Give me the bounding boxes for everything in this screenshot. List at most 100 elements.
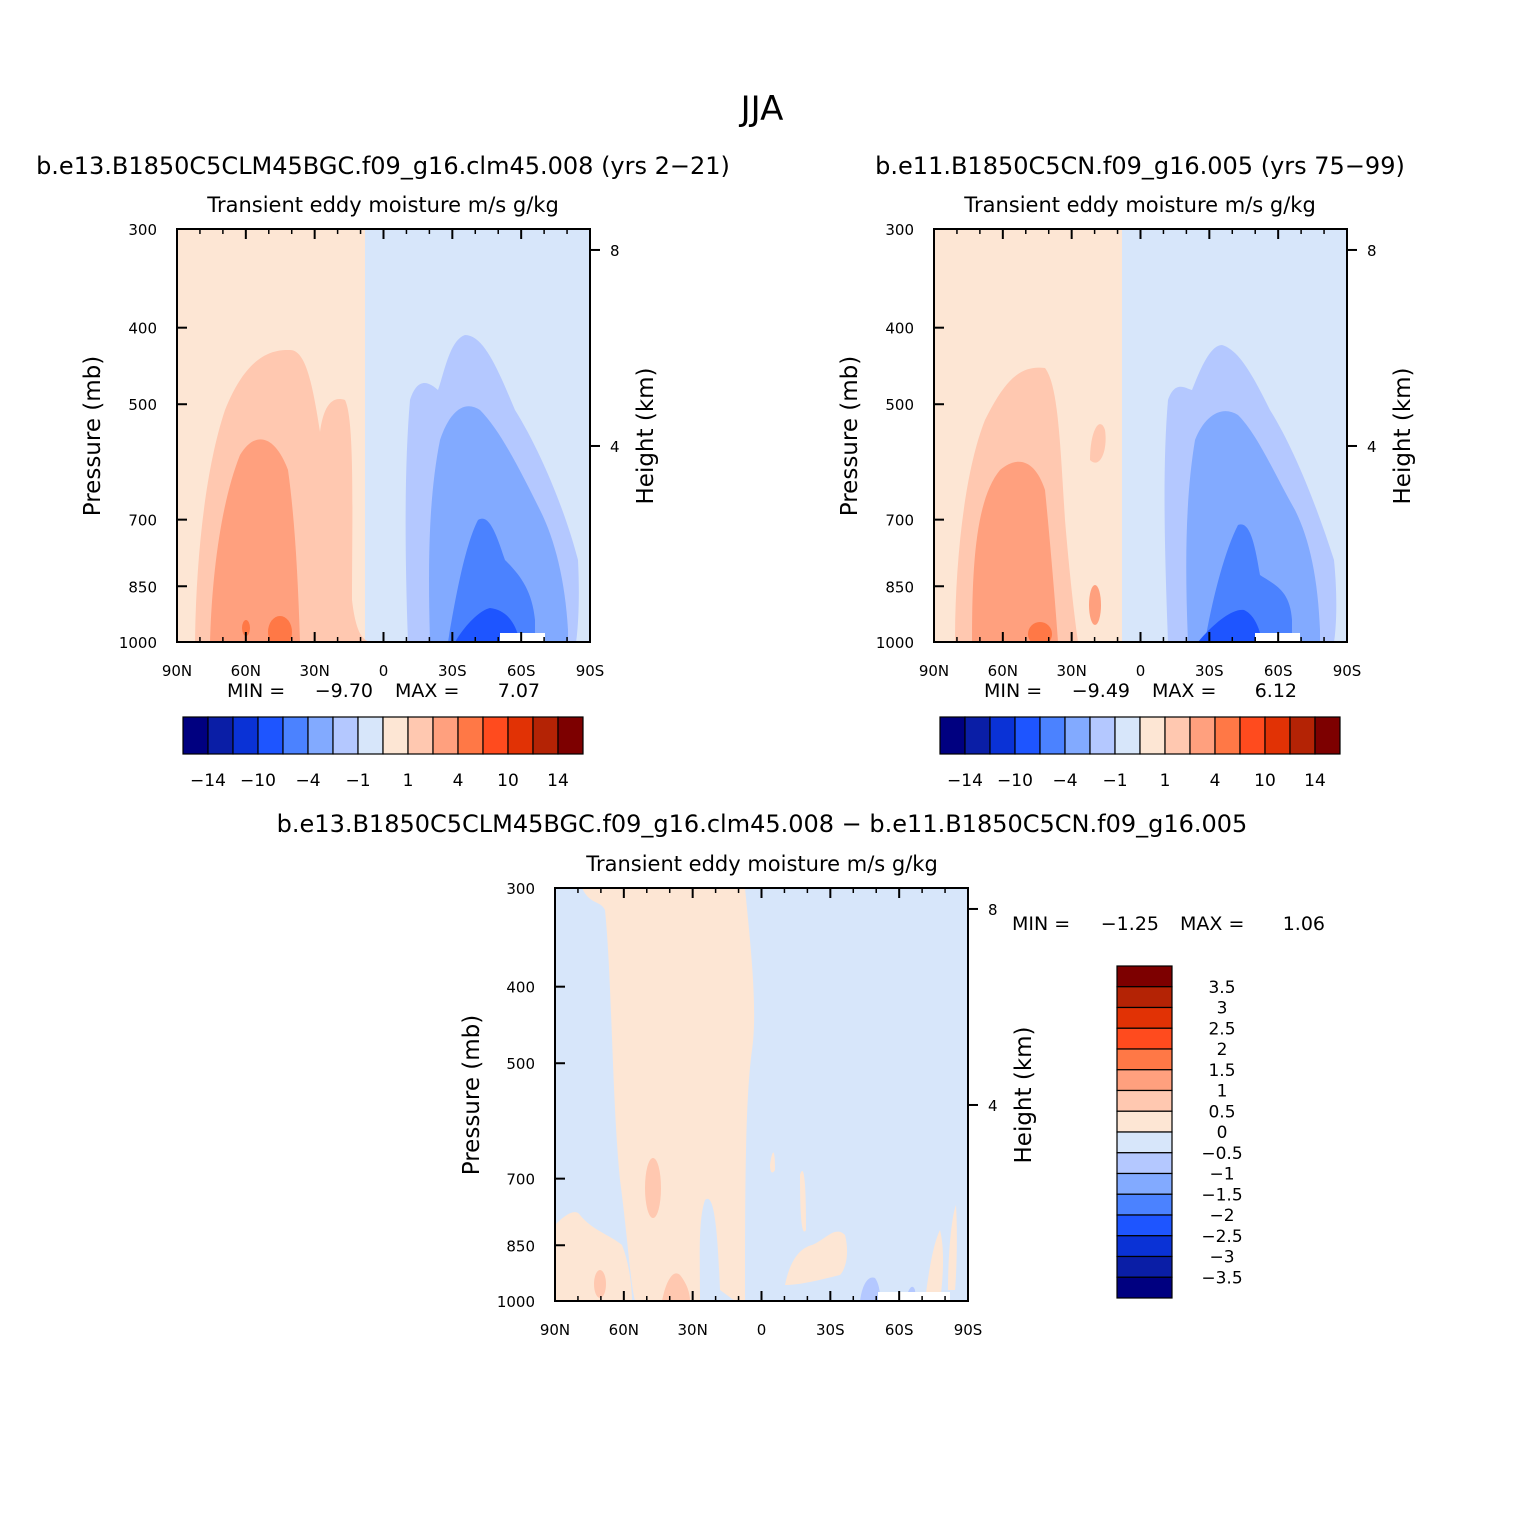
colorbar-swatch: [989, 716, 1016, 755]
panel-a-pos-max: [268, 616, 292, 642]
colorbar-swatch: [1064, 716, 1091, 755]
colorbar-label: 0.5: [1208, 1102, 1235, 1122]
x-tick-label: 60N: [231, 662, 261, 680]
y-tick-label: 300: [885, 221, 914, 239]
colorbar-swatch: [357, 716, 384, 755]
y2-tick-label: 8: [1367, 242, 1377, 260]
x-tick-label: 30S: [816, 1321, 845, 1339]
colorbar-label: −14: [947, 771, 983, 791]
colorbar-swatch: [1189, 716, 1216, 755]
panel-b-neg-min: [1198, 609, 1262, 642]
colorbar-label: 10: [1254, 771, 1276, 791]
panel-c-max-value: 1.06: [1283, 913, 1325, 935]
x-tick-label: 90S: [1333, 662, 1362, 680]
y-tick-label: 300: [506, 880, 535, 898]
y-tick-label: 300: [128, 221, 157, 239]
y-tick-label: 1000: [876, 634, 914, 652]
x-tick-label: 60S: [885, 1321, 914, 1339]
colorbar-swatch: [1039, 716, 1066, 755]
panel-c-contours: [555, 888, 968, 1301]
panel-a-missing: [500, 633, 545, 642]
panel-b-colorbar: −14 −10 −4 −1 1 4 10 14: [939, 716, 1341, 791]
colorbar-label: −10: [240, 771, 276, 791]
colorbar-swatch: [1089, 716, 1116, 755]
colorbar-label: 4: [453, 771, 464, 791]
figure-title: JJA: [739, 89, 784, 129]
colorbar-label: −3.5: [1201, 1268, 1242, 1288]
colorbar-swatch: [1264, 716, 1291, 755]
colorbar-swatch: [1289, 716, 1316, 755]
colorbar-label: 1: [1217, 1082, 1228, 1102]
colorbar-swatch: [939, 716, 966, 755]
panel-c-missing: [878, 1292, 950, 1301]
colorbar-swatch: [1116, 1069, 1173, 1092]
panel-a-max-label: MAX =: [395, 680, 459, 702]
colorbar-swatch: [1239, 716, 1266, 755]
panel-a-min-value: −9.70: [315, 680, 373, 702]
colorbar-swatch: [964, 716, 991, 755]
panel-c-subtitle: Transient eddy moisture m/s g/kg: [585, 852, 938, 876]
colorbar-swatch: [1139, 716, 1166, 755]
x-tick-label: 90N: [162, 662, 192, 680]
x-tick-label: 30S: [438, 662, 467, 680]
colorbar-label: −4: [295, 771, 320, 791]
y-tick-label: 1000: [119, 634, 157, 652]
panel-b: b.e11.B1850C5CN.f09_g16.005 (yrs 75−99) …: [837, 152, 1416, 791]
y-tick-label: 700: [506, 1171, 535, 1189]
colorbar-swatch: [1116, 1193, 1173, 1216]
x-tick-label: 90S: [576, 662, 605, 680]
colorbar-label: 4: [1210, 771, 1221, 791]
colorbar-swatch: [1116, 965, 1173, 988]
y-tick-label: 700: [885, 512, 914, 530]
colorbar-label: −10: [997, 771, 1033, 791]
colorbar-swatch: [1116, 986, 1173, 1009]
y2-tick-label: 4: [988, 1097, 998, 1115]
x-tick-label: 90N: [540, 1321, 570, 1339]
panel-a-contours: [177, 229, 590, 642]
colorbar-label: 14: [1304, 771, 1326, 791]
colorbar-label: −4: [1052, 771, 1077, 791]
colorbar-swatch: [407, 716, 434, 755]
colorbar-swatch: [1214, 716, 1241, 755]
colorbar-swatch: [1116, 1152, 1173, 1175]
panel-c-min-value: −1.25: [1101, 913, 1159, 935]
y-tick-label: 500: [128, 396, 157, 414]
y-tick-label: 850: [885, 578, 914, 596]
x-tick-label: 90S: [954, 1321, 983, 1339]
colorbar-swatch: [1116, 1006, 1173, 1029]
panel-a-y2label: Height (km): [633, 367, 659, 504]
y-tick-label: 400: [128, 320, 157, 338]
colorbar-swatch: [332, 716, 359, 755]
panel-c-min-label: MIN =: [1012, 913, 1070, 935]
x-tick-label: 90N: [919, 662, 949, 680]
colorbar-label: −14: [190, 771, 226, 791]
panel-c-y2label: Height (km): [1011, 1026, 1037, 1163]
panel-b-y2label: Height (km): [1390, 367, 1416, 504]
panel-a-colorbar: −14 −10 −4 −1 1 4 10 14: [182, 716, 584, 791]
colorbar-label: 1: [403, 771, 414, 791]
colorbar-label: 10: [497, 771, 519, 791]
colorbar-swatch: [1116, 1110, 1173, 1133]
colorbar-label: −1: [1209, 1165, 1234, 1185]
panel-b-pos-2to4: [972, 461, 1058, 642]
panel-a-subtitle: Transient eddy moisture m/s g/kg: [206, 193, 559, 217]
panel-b-contours: [934, 229, 1347, 642]
colorbar-swatch: [1314, 716, 1341, 755]
panel-b-subtitle: Transient eddy moisture m/s g/kg: [963, 193, 1316, 217]
colorbar-swatch: [307, 716, 334, 755]
panel-b-title: b.e11.B1850C5CN.f09_g16.005 (yrs 75−99): [875, 152, 1405, 180]
colorbar-swatch: [282, 716, 309, 755]
panel-a-max-value: 7.07: [498, 680, 540, 702]
panel-c-title: b.e13.B1850C5CLM45BGC.f09_g16.clm45.008 …: [277, 810, 1248, 838]
y-tick-label: 1000: [497, 1293, 535, 1311]
panel-b-max-label: MAX =: [1152, 680, 1216, 702]
x-tick-label: 0: [379, 662, 389, 680]
colorbar-label: 0: [1217, 1123, 1228, 1143]
colorbar-label: −2.5: [1201, 1227, 1242, 1247]
panel-c-colorbar: 3.532.521.510.50−0.5−1−1.5−2−2.5−3−3.5: [1116, 965, 1243, 1299]
colorbar-label: −3: [1209, 1248, 1234, 1268]
panel-b-neg-4to10: [1205, 524, 1292, 642]
y-tick-label: 850: [128, 578, 157, 596]
colorbar-swatch: [257, 716, 284, 755]
